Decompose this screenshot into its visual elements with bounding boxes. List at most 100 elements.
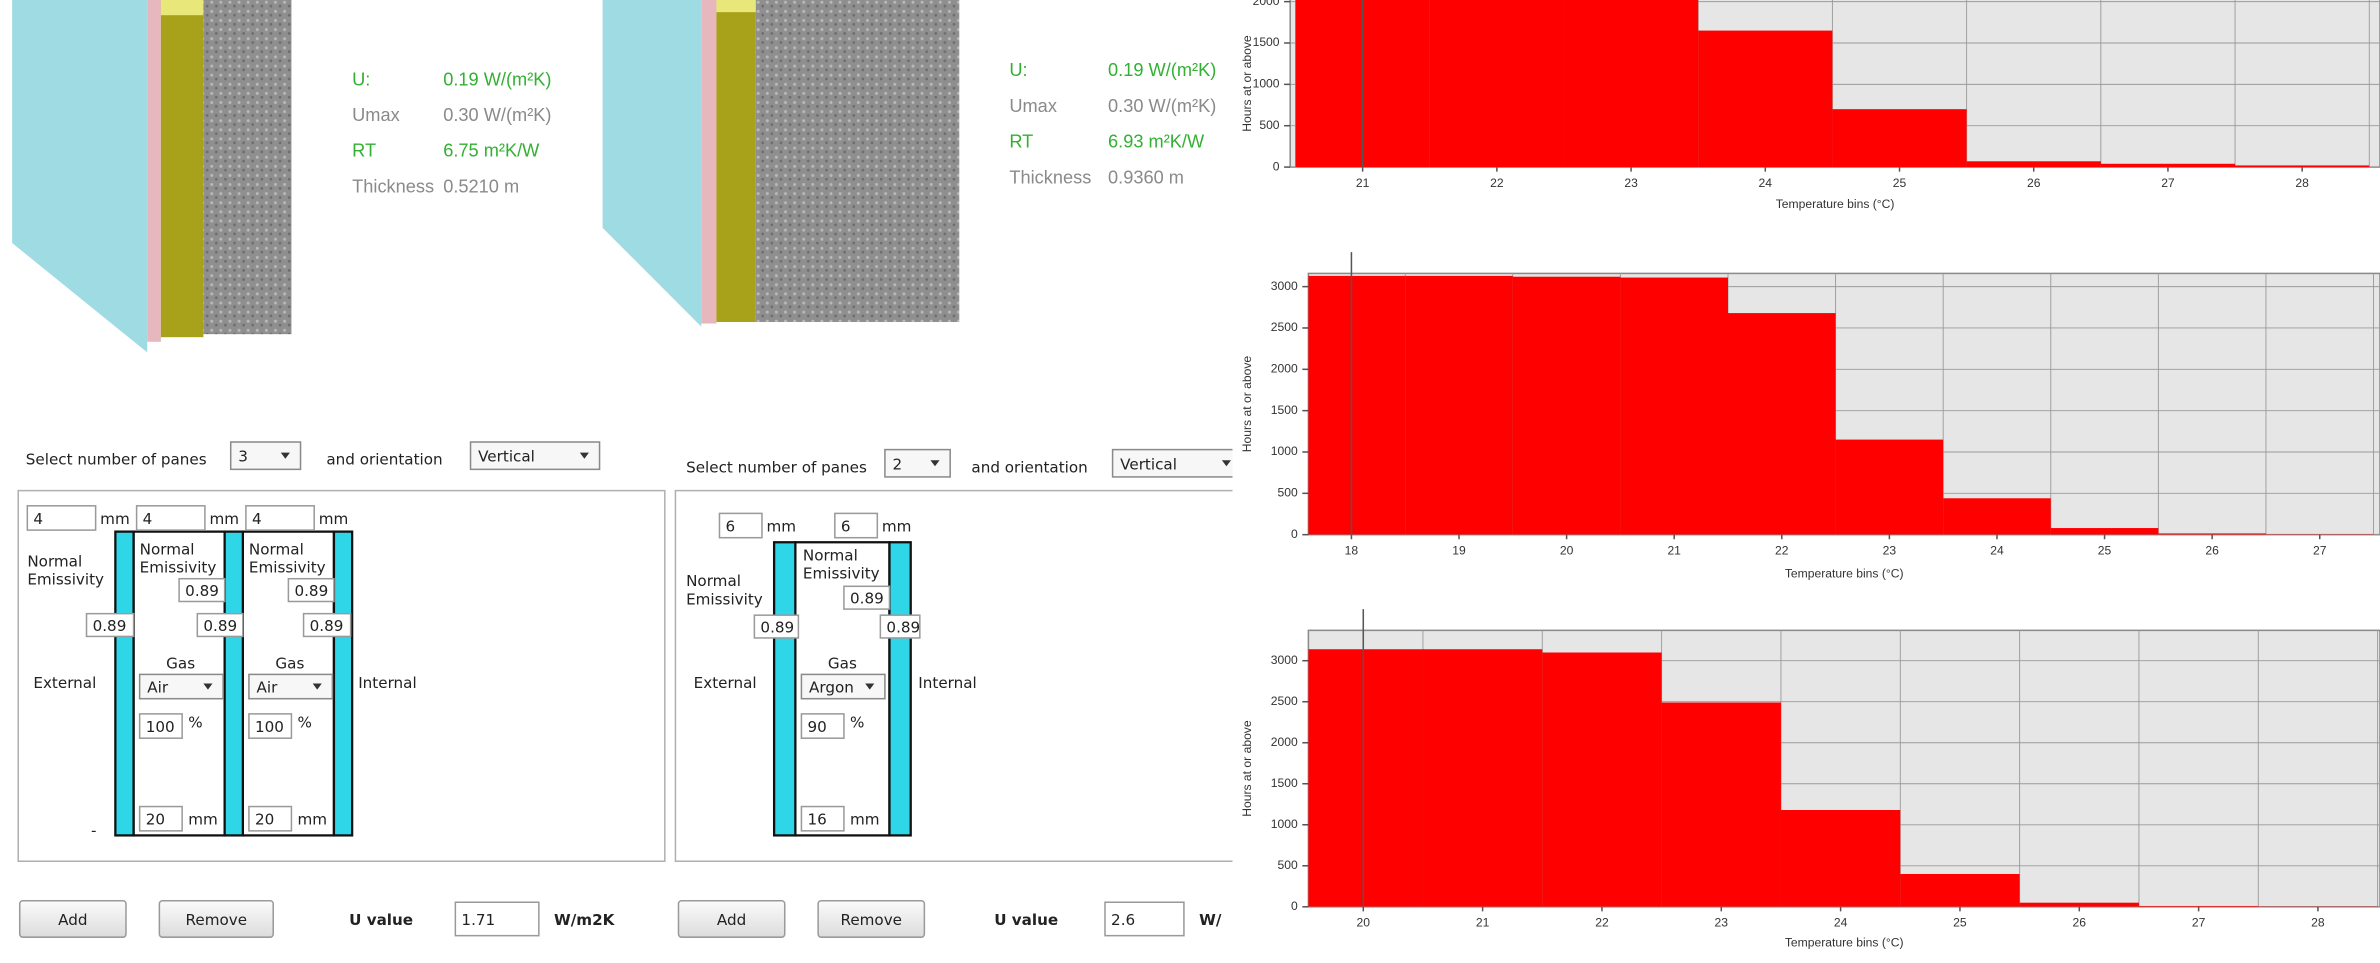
text-input[interactable]: 0.89 [753,614,800,639]
glass-pane [772,541,797,837]
input-box [138,805,183,832]
text-input[interactable]: 0.89 [287,577,335,603]
y-tick-label: 2000 [1271,362,1298,376]
property-label: Umax [352,105,400,125]
dropdown-arrow [203,683,213,690]
bar [2158,533,2266,535]
y-tick-label: 3000 [1271,279,1298,293]
property-label: U: [1009,60,1027,80]
property-label: RT [1009,132,1033,152]
bar [1661,702,1781,907]
bar [1405,275,1513,535]
property-label: U: [352,69,370,89]
text-input[interactable]: 6 [834,512,879,539]
chart: 0 500 1000 1500 2000 2500 3000 18 19 20 21 22 23 24 25… [1240,252,2380,580]
dropdown[interactable]: Vertical [469,441,601,471]
x-tick-label: 21 [1476,916,1490,930]
input-box [26,505,97,531]
text-input[interactable]: 0.89 [178,577,226,603]
x-tick-label: 22 [1595,916,1609,930]
wall-layer [716,0,756,323]
text-input[interactable]: 2.6 [1104,901,1185,937]
input-value: 0.89 [294,582,328,600]
text-input[interactable]: 20 [248,805,293,832]
unit-label: mm [298,811,328,829]
input-value: 90 [808,718,827,736]
bar [2019,902,2139,907]
property-value: 0.19 W/(m²K) [443,69,551,89]
text-input[interactable]: 4 [135,505,206,531]
input-value: 1.71 [461,911,495,929]
x-tick-label: 22 [1775,544,1789,558]
text-input[interactable]: 16 [800,805,845,832]
u-value-unit: W/ [1199,911,1222,929]
dropdown-value: Vertical [478,448,535,466]
input-value: 0.89 [310,617,344,635]
gas-label: Gas [828,654,857,672]
dropdown[interactable]: Air [138,673,224,700]
dropdown[interactable]: Air [248,673,334,700]
dropdown[interactable]: Vertical [1111,448,1243,478]
x-tick-label: 26 [2027,176,2041,190]
x-tick-label: 23 [1883,544,1897,558]
text-input[interactable]: 20 [138,805,183,832]
button-box [158,899,274,938]
text-input[interactable]: 0.89 [196,612,244,638]
property-label: Thickness [1009,167,1091,187]
button[interactable]: Add [677,899,786,938]
emissivity-label: Normal [27,552,82,570]
input-value: 0.89 [760,619,794,637]
wall-drawing [602,0,960,327]
bar [2050,528,2159,535]
text-input[interactable]: 90 [800,713,845,739]
dropdown-arrow [865,683,875,690]
button[interactable]: Remove [158,899,274,938]
text-input[interactable]: 0.89 [85,612,135,638]
bar [1943,498,2051,535]
dropdown[interactable]: Argon [800,673,886,700]
glass-pane [223,530,244,837]
text-input[interactable]: 0.89 [879,614,921,639]
x-tick-label: 26 [2205,544,2219,558]
bar [1832,109,1967,168]
emissivity-label: Emissivity [27,571,104,589]
text-input[interactable]: 100 [138,713,183,739]
text-input[interactable]: 100 [248,713,293,739]
text-input[interactable]: 6 [718,512,763,539]
input-value: 20 [146,811,165,829]
unit-label: mm [319,510,349,528]
y-tick-label: 0 [1291,899,1298,913]
emissivity-label: Emissivity [803,565,880,583]
input-value: 0.89 [185,582,219,600]
input-box [800,805,845,832]
plot [1308,273,2380,535]
glass-pane [332,530,354,837]
text-input[interactable]: 1.71 [454,901,540,937]
dash-label: - [91,821,96,839]
x-tick-label: 21 [1667,544,1681,558]
dropdown-box [469,441,601,471]
input-box [800,713,845,739]
dropdown-value: Argon [809,679,854,697]
button[interactable]: Remove [817,899,926,938]
x-tick-label: 24 [1990,544,2004,558]
emissivity-label: Emissivity [686,590,763,608]
button[interactable]: Add [18,899,127,938]
text-input[interactable]: 4 [26,505,97,531]
wall-layer [160,0,204,16]
text-input[interactable]: 0.89 [302,612,352,638]
text-input[interactable]: 4 [245,505,315,531]
emissivity-label: Normal [140,540,195,558]
y-tick-label: 1500 [1253,35,1280,49]
dropdown[interactable]: 2 [884,448,951,478]
dropdown-box [884,448,951,478]
y-tick-label: 1000 [1271,444,1298,458]
input-value: 6 [841,518,851,536]
plot [1308,630,2380,907]
glazing-panel: Select number of panes 2 and orientation Ve… [674,448,1253,938]
text-input[interactable]: 0.89 [843,585,891,610]
dropdown[interactable]: 3 [229,441,302,471]
dropdown-value: Air [147,679,169,697]
button-box [677,899,786,938]
y-tick-label: 2500 [1271,320,1298,334]
